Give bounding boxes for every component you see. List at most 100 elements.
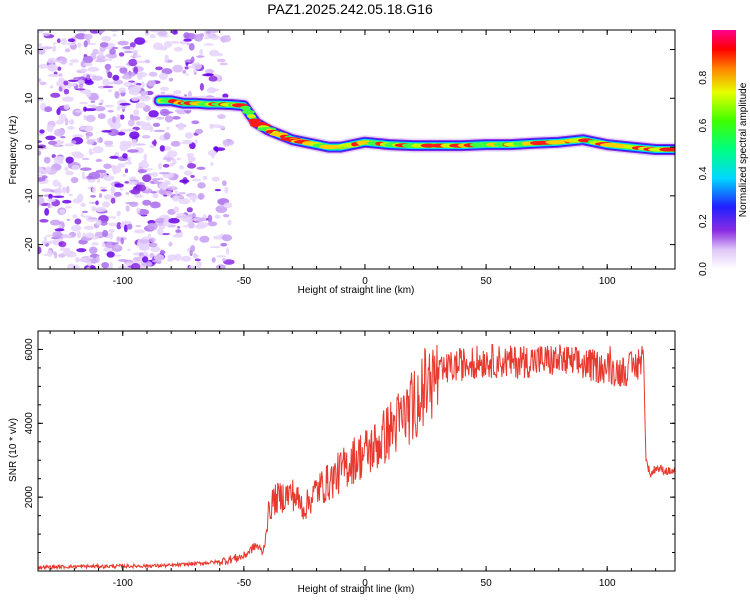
colorbar-tick-label: 0.6 — [698, 118, 709, 132]
noise-speckle — [141, 159, 148, 163]
noise-speckle — [95, 200, 99, 206]
noise-speckle — [188, 265, 196, 269]
noise-speckle — [184, 66, 189, 70]
noise-speckle — [119, 143, 129, 152]
noise-speckle — [94, 59, 106, 63]
noise-speckle — [118, 265, 130, 269]
noise-speckle — [99, 41, 109, 48]
snr-series-line — [38, 343, 675, 571]
noise-speckle — [75, 33, 87, 40]
noise-speckle — [103, 163, 112, 169]
noise-speckle — [175, 229, 182, 233]
noise-speckle — [186, 152, 195, 157]
noise-speckle — [180, 255, 192, 262]
noise-speckle — [53, 251, 58, 259]
colorbar-label: Normalized spectral amplitude — [738, 82, 749, 217]
noise-speckle — [175, 212, 186, 217]
noise-speckle — [94, 231, 104, 237]
noise-speckle — [149, 30, 161, 33]
noise-speckle — [118, 87, 126, 94]
noise-speckle — [83, 40, 88, 48]
noise-speckle — [52, 179, 60, 187]
noise-speckle — [140, 81, 145, 89]
noise-speckle — [221, 234, 233, 242]
noise-speckle — [86, 74, 91, 80]
noise-speckle — [209, 30, 219, 34]
snr-panel: -100 -50 0 50 100 2000 4000 6000 Height of str… — [8, 330, 676, 595]
noise-speckle — [135, 224, 142, 228]
noise-speckle — [56, 38, 61, 44]
noise-speckle — [180, 141, 193, 145]
noise-speckle — [187, 222, 195, 229]
noise-speckle — [184, 216, 193, 224]
noise-speckle — [148, 242, 158, 248]
noise-speckle — [214, 214, 221, 219]
noise-speckle — [149, 34, 156, 39]
noise-speckle — [38, 246, 42, 255]
noise-speckle — [178, 192, 186, 195]
noise-speckle — [149, 180, 160, 185]
noise-speckle — [123, 50, 134, 54]
noise-speckle — [139, 95, 151, 102]
noise-speckle — [147, 79, 156, 87]
noise-speckle — [133, 66, 139, 75]
noise-speckle — [94, 206, 107, 213]
noise-speckle — [114, 65, 126, 68]
noise-speckle — [197, 221, 205, 228]
noise-speckle — [114, 245, 121, 249]
noise-speckle — [60, 135, 66, 139]
noise-speckle — [215, 205, 228, 213]
ridge-hotspot — [240, 105, 251, 110]
noise-speckle — [46, 234, 53, 237]
noise-speckle — [203, 43, 214, 46]
snr-y-axis-label: SNR (10 * v/v) — [8, 418, 19, 482]
noise-speckle — [172, 64, 184, 73]
noise-speckle — [209, 123, 214, 130]
snr-y-tick-label: 6000 — [24, 338, 35, 361]
noise-speckle — [58, 73, 63, 77]
noise-speckle — [87, 104, 97, 107]
noise-speckle — [86, 139, 95, 145]
noise-speckle — [220, 242, 228, 247]
noise-speckle — [101, 35, 112, 42]
noise-speckle — [184, 59, 192, 63]
noise-speckle — [124, 181, 129, 184]
noise-speckle — [195, 128, 204, 135]
noise-speckle — [81, 215, 92, 218]
noise-speckle — [58, 241, 67, 248]
noise-speckle — [41, 46, 53, 50]
snr-frame — [37, 330, 676, 572]
noise-speckle — [57, 66, 62, 71]
chart-title: PAZ1.2025.242.05.18.G16 — [267, 1, 433, 17]
noise-speckle — [207, 214, 213, 223]
noise-speckle — [38, 174, 43, 177]
noise-speckle — [129, 131, 140, 140]
ridge-hotspot — [247, 114, 256, 119]
noise-speckle — [222, 138, 235, 146]
noise-speckle — [219, 204, 224, 208]
noise-speckle — [222, 214, 230, 218]
noise-speckle — [58, 253, 66, 258]
noise-speckle — [53, 128, 65, 137]
noise-speckle — [106, 251, 115, 258]
noise-speckle — [89, 30, 99, 34]
spectrogram-y-axis-label: Frequency (Hz) — [8, 116, 19, 185]
noise-speckle — [102, 201, 111, 208]
noise-speckle — [150, 191, 157, 194]
noise-speckle — [150, 246, 161, 253]
noise-speckle — [67, 263, 76, 269]
noise-speckle — [107, 89, 113, 93]
noise-speckle — [171, 158, 177, 165]
noise-speckle — [145, 186, 149, 190]
noise-speckle — [110, 197, 116, 204]
spectrogram-y-tick-label: -20 — [24, 237, 35, 252]
noise-speckle — [45, 135, 56, 141]
noise-speckle — [160, 250, 166, 255]
noise-speckle — [42, 169, 48, 175]
ridge-hotspot — [248, 118, 261, 123]
noise-speckle — [85, 131, 94, 137]
noise-speckle — [193, 235, 199, 241]
noise-speckle — [199, 83, 204, 91]
noise-speckle — [163, 194, 168, 197]
noise-speckle — [56, 108, 61, 116]
